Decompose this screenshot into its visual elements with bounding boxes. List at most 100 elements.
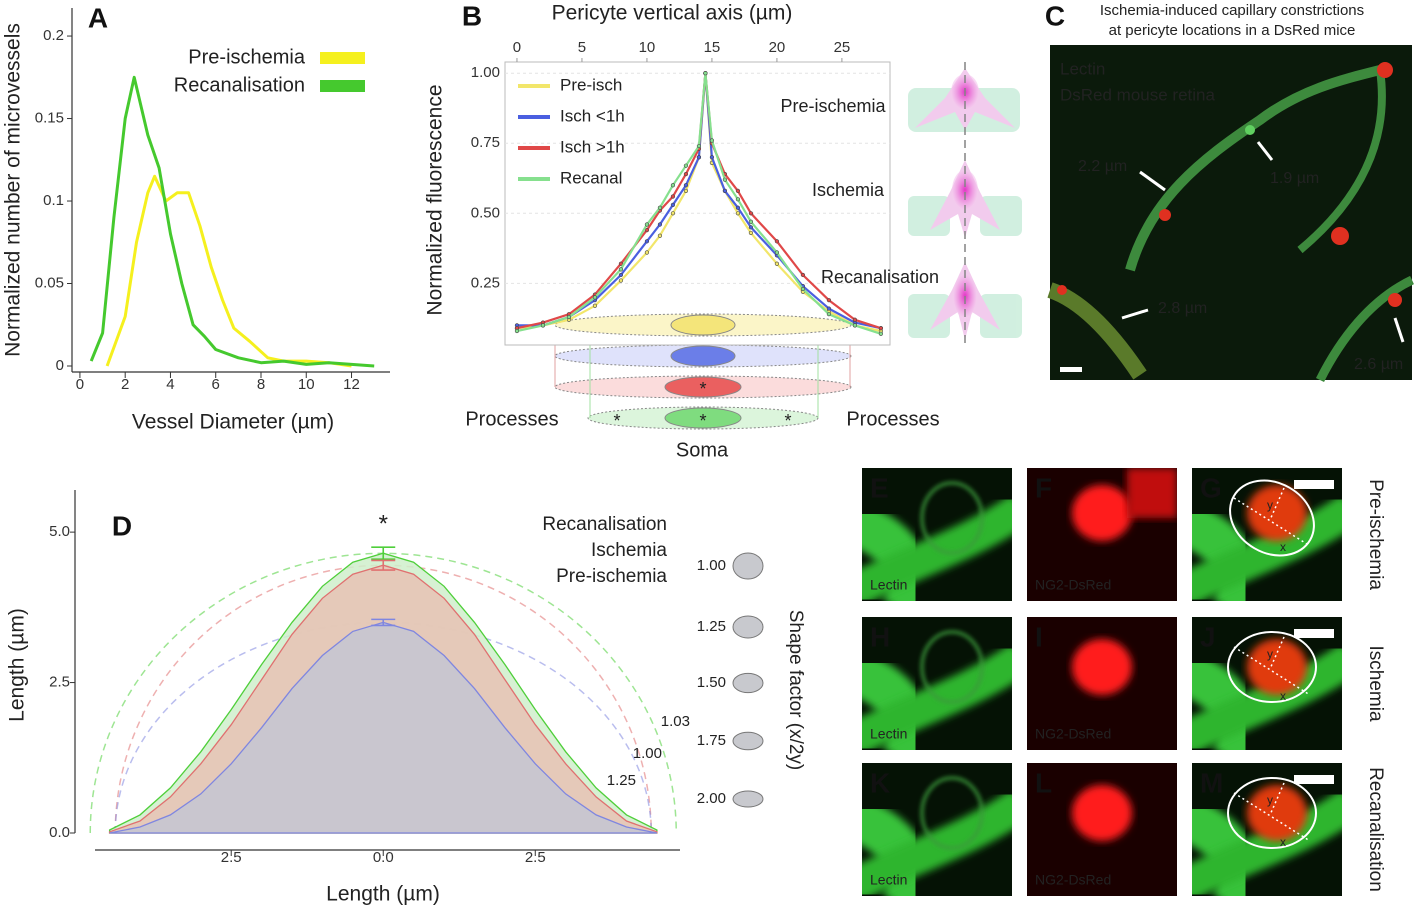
x-tick-label: 5: [578, 39, 586, 56]
pericyte: [1072, 485, 1132, 541]
data-point: [670, 211, 676, 216]
significance-star: *: [699, 379, 706, 399]
glow: [1127, 468, 1177, 518]
caption: NG2-DsRed: [1035, 872, 1111, 888]
micrograph-content: NG2-DsRed: [1027, 468, 1177, 601]
shape-factor-label: 1.00: [633, 745, 662, 762]
x-tick-label: 2.5: [221, 849, 242, 866]
y-tick-label: 0.50: [471, 204, 500, 221]
data-point: [878, 331, 884, 336]
data-point: [592, 295, 598, 300]
shape-scale-label: 1.50: [697, 674, 726, 691]
data-point: [670, 194, 676, 199]
measure-y: [1269, 782, 1285, 816]
x-axis-label: Length (µm): [326, 883, 440, 906]
axis-tag: x: [1280, 835, 1286, 849]
vessel: [1192, 493, 1342, 601]
measurement: 2.8 µm: [1158, 300, 1207, 317]
x-tick-label: 2.5: [525, 849, 546, 866]
panel-letter: J: [1200, 621, 1216, 652]
data-point: [878, 326, 884, 331]
annotation: Soma: [676, 439, 729, 461]
data-point: [644, 250, 650, 255]
measure-y: [1269, 636, 1285, 670]
retina-image: [1047, 45, 1414, 383]
micrograph-content: NG2-DsRed: [1027, 617, 1177, 750]
data-point: [774, 239, 780, 244]
row-label: Ischemia: [1365, 645, 1386, 721]
micrograph: Lectin H: [862, 617, 1012, 750]
x-tick-label: 15: [704, 39, 721, 56]
panel-letter: A: [88, 2, 108, 33]
data-point: [735, 211, 741, 216]
micrograph: NG2-DsRed L: [1027, 763, 1177, 896]
y-tick-label: 0: [56, 357, 64, 374]
chart-panel-0: 0 0.05 0.1 0.15 0.2 0 2 4 6 8 10 12 A Vessel Diameter…: [2, 2, 390, 434]
data-point: [800, 286, 806, 292]
shape-scale-label: 1.75: [697, 732, 726, 749]
y-tick-label: 0.15: [35, 110, 64, 127]
data-point: [644, 228, 650, 233]
data-point: [852, 317, 858, 322]
data-point: [618, 261, 624, 266]
pericyte-illustrations: [908, 62, 1022, 348]
x-axis-label: Pericyte vertical axis (µm): [552, 2, 793, 25]
micrograph: yxJ: [1192, 617, 1342, 750]
data-point: [748, 219, 754, 224]
scale-bar: [1294, 480, 1334, 489]
y-tick-label: 0.05: [35, 274, 64, 291]
caption: Lectin: [870, 872, 907, 888]
data-point: [774, 250, 780, 255]
data-point: [670, 183, 676, 188]
vessel: [862, 788, 1012, 896]
data-point: [618, 278, 624, 283]
y-tick-label: 0.0: [49, 824, 70, 841]
data-point: [514, 328, 520, 334]
panel-letter: D: [112, 510, 132, 541]
y-tick-label: 0.1: [43, 192, 64, 209]
legend-label: Recanalisation: [542, 514, 667, 535]
micrograph-content: Lectin: [862, 468, 1012, 601]
measurement: 2.2 µm: [1078, 158, 1127, 175]
shape-scale-ellipse: [732, 615, 764, 639]
legend-label: Pre-ischemia: [188, 46, 306, 68]
axis-tag: y: [1267, 793, 1273, 807]
panel-letter: I: [1035, 621, 1043, 652]
data-point: [696, 143, 702, 149]
data-point: [670, 202, 676, 208]
data-point: [618, 267, 624, 272]
data-point: [709, 138, 715, 143]
row-label: Recanalisation: [1365, 767, 1386, 892]
shape-scale-ellipse: [732, 552, 764, 580]
y-tick-label: 0.2: [43, 27, 64, 44]
row-label: Pre-ischemia: [1365, 479, 1386, 590]
shape-scale-label: 2.00: [697, 790, 726, 807]
shape-scale-label: 1.00: [697, 557, 726, 574]
data-point: [644, 239, 650, 244]
legend-label: Ischemia: [591, 540, 667, 561]
micrograph-content: Lectin: [862, 617, 1012, 750]
data-point: [735, 188, 741, 193]
error-bar: [371, 618, 396, 627]
axis-tag: x: [1280, 689, 1286, 703]
panel-letter: H: [870, 621, 890, 652]
shape-factor-label: 1.03: [661, 713, 690, 730]
measure-ellipse: [1229, 479, 1315, 557]
pericyte: [1247, 485, 1307, 541]
image-legend: Lectin: [1060, 59, 1105, 78]
x-tick-label: 0: [76, 376, 84, 393]
data-point: [709, 155, 715, 160]
data-point: [618, 272, 624, 278]
chart-panel-2: 0.0 2.5 5.0 2.5 0.0 2.5 D Length (µm) Length (µm…: [6, 490, 806, 906]
shape-scale-ellipse: [732, 672, 764, 694]
shape-factor-label: 1.25: [607, 772, 636, 789]
x-tick-label: 6: [212, 376, 220, 393]
vessel: [1192, 788, 1342, 896]
axis-tag: x: [1280, 540, 1286, 554]
measurement: 2.6 µm: [1354, 356, 1403, 373]
x-tick-label: 4: [166, 376, 174, 393]
data-point: [748, 230, 754, 236]
micrograph: NG2-DsRed F: [1027, 468, 1177, 601]
image-legend: DsRed mouse retina: [1060, 85, 1216, 104]
